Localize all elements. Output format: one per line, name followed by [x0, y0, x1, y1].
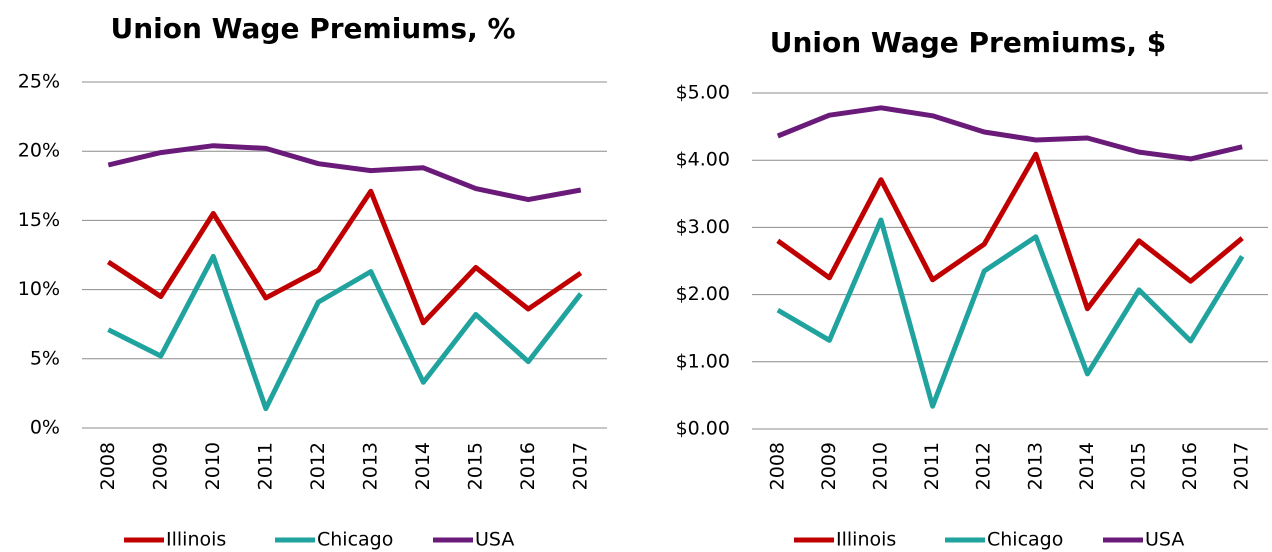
legend-label: USA [475, 529, 514, 551]
x-tick-label: 2012 [307, 442, 329, 490]
x-tick-label: 2010 [202, 442, 224, 490]
y-tick-label: $0.00 [676, 418, 730, 440]
series-line [106, 188, 583, 326]
legend-label: Chicago [987, 529, 1063, 551]
x-tick-label: 2014 [412, 442, 434, 490]
series-line [776, 151, 1244, 312]
x-tick-label: 2009 [818, 442, 840, 490]
x-tick-label: 2009 [149, 442, 171, 490]
y-tick-label: $3.00 [676, 216, 730, 238]
y-tick-label: 20% [18, 140, 60, 162]
y-tick-label: $5.00 [676, 82, 730, 104]
x-tick-label: 2011 [921, 442, 943, 490]
x-tick-label: 2017 [1231, 442, 1253, 490]
legend-label: Illinois [836, 529, 896, 551]
legend-label: USA [1145, 529, 1184, 551]
y-tick-label: 25% [18, 71, 60, 93]
x-tick-label: 2016 [1179, 442, 1201, 490]
x-tick-label: 2015 [1128, 442, 1150, 490]
x-tick-label: 2017 [569, 442, 591, 490]
x-tick-label: 2008 [766, 442, 788, 490]
series-line [107, 253, 583, 412]
x-tick-label: 2013 [359, 442, 381, 490]
x-tick-label: 2008 [97, 442, 119, 490]
x-tick-label: 2012 [973, 442, 995, 490]
x-tick-label: 2011 [254, 442, 276, 490]
series-line [107, 143, 582, 203]
y-tick-label: $4.00 [676, 149, 730, 171]
y-tick-label: 15% [18, 209, 60, 231]
y-tick-label: 5% [30, 347, 60, 369]
x-tick-label: 2010 [870, 442, 892, 490]
y-tick-label: 10% [18, 278, 60, 300]
chart-title: Union Wage Premiums, $ [770, 26, 1166, 59]
series-line [776, 105, 1243, 162]
y-tick-label: $2.00 [676, 283, 730, 305]
y-tick-label: $1.00 [676, 350, 730, 372]
x-tick-label: 2013 [1024, 442, 1046, 490]
legend-label: Illinois [166, 529, 226, 551]
y-tick-label: 0% [30, 417, 60, 439]
x-tick-label: 2015 [464, 442, 486, 490]
x-tick-label: 2014 [1076, 442, 1098, 490]
series-line [776, 217, 1245, 409]
chart-title: Union Wage Premiums, % [110, 12, 515, 45]
x-tick-label: 2016 [517, 442, 539, 490]
legend-label: Chicago [317, 529, 393, 551]
